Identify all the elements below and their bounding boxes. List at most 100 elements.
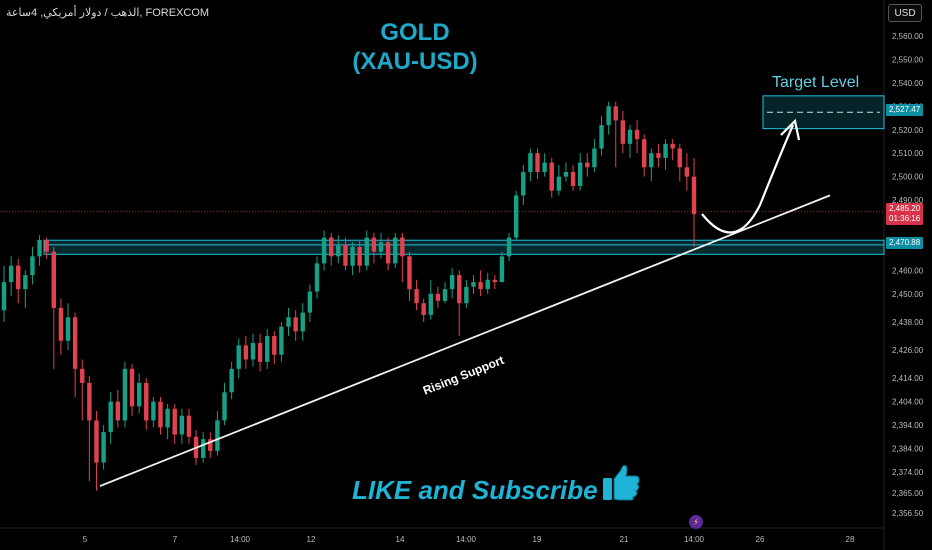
y-tick-label: 2,438.00 bbox=[892, 318, 924, 327]
candle bbox=[485, 272, 490, 294]
candle bbox=[72, 312, 78, 397]
x-tick-label: 12 bbox=[307, 535, 316, 544]
candle bbox=[513, 190, 519, 240]
candle bbox=[286, 307, 291, 337]
candle bbox=[8, 256, 14, 297]
candle bbox=[684, 153, 690, 191]
candle bbox=[528, 148, 533, 182]
candle bbox=[400, 232, 405, 283]
y-tick-label: 2,560.00 bbox=[892, 32, 924, 41]
y-tick-label: 2,490.00 bbox=[892, 196, 924, 205]
target-zone bbox=[762, 95, 885, 130]
candle bbox=[279, 321, 284, 362]
like-subscribe-text: LIKE and Subscribe bbox=[352, 475, 598, 505]
candle bbox=[350, 242, 355, 276]
y-tick-label: 2,426.00 bbox=[892, 346, 924, 355]
candle bbox=[243, 336, 249, 369]
candle bbox=[80, 359, 85, 421]
candle bbox=[577, 153, 583, 191]
candle bbox=[613, 101, 618, 168]
candle bbox=[165, 404, 170, 440]
candle bbox=[627, 125, 633, 158]
y-tick-label: 2,374.00 bbox=[892, 468, 924, 477]
candle bbox=[506, 232, 512, 262]
candle bbox=[393, 232, 398, 269]
candle bbox=[442, 282, 448, 304]
candle bbox=[321, 230, 327, 271]
y-tick-label: 2,384.00 bbox=[892, 445, 924, 454]
candle bbox=[563, 162, 569, 182]
candle bbox=[314, 256, 320, 299]
candle bbox=[435, 286, 441, 308]
candle bbox=[642, 134, 647, 177]
candle bbox=[378, 232, 384, 259]
candle bbox=[449, 268, 455, 299]
x-tick-label: 14 bbox=[396, 535, 405, 544]
candle bbox=[300, 303, 305, 341]
candle bbox=[691, 157, 697, 247]
lightning-icon[interactable]: ⚡ bbox=[689, 515, 703, 529]
candle bbox=[16, 258, 21, 304]
y-tick-label: 2,356.50 bbox=[892, 509, 924, 518]
candle bbox=[549, 157, 554, 198]
candle bbox=[649, 148, 654, 182]
candle bbox=[336, 235, 341, 264]
candle bbox=[87, 375, 92, 482]
candle bbox=[585, 153, 590, 177]
countdown-tag: 01:36:16 bbox=[886, 213, 924, 225]
candle bbox=[58, 298, 64, 355]
support-zone bbox=[43, 239, 885, 255]
candle bbox=[1, 265, 7, 322]
candle bbox=[250, 333, 256, 367]
candle bbox=[144, 378, 149, 430]
candle bbox=[357, 239, 362, 273]
candle bbox=[478, 270, 483, 297]
y-tick-label: 2,404.00 bbox=[892, 398, 924, 407]
y-tick-label: 2,414.00 bbox=[892, 374, 924, 383]
y-tick-label: 2,500.00 bbox=[892, 173, 924, 182]
currency-button[interactable]: USD bbox=[888, 4, 922, 22]
x-tick-label: 19 bbox=[533, 535, 542, 544]
chart-title: GOLD (XAU-USD) bbox=[300, 18, 530, 76]
candle bbox=[30, 246, 35, 285]
current-price-tag: 2,485.20 bbox=[886, 203, 924, 215]
candle bbox=[428, 279, 434, 320]
candle bbox=[521, 164, 526, 205]
candle bbox=[670, 139, 675, 161]
candle bbox=[556, 164, 562, 196]
x-tick-label: 26 bbox=[756, 535, 765, 544]
y-tick-label: 2,460.00 bbox=[892, 266, 924, 275]
candle bbox=[620, 111, 626, 154]
candle bbox=[492, 275, 498, 290]
candle bbox=[229, 361, 234, 400]
candle bbox=[542, 153, 547, 177]
x-tick-label: 14:00 bbox=[230, 535, 251, 544]
y-tick-label: 2,365.00 bbox=[892, 489, 924, 498]
candle bbox=[101, 425, 106, 470]
candle bbox=[23, 270, 28, 308]
candle bbox=[677, 143, 682, 182]
x-tick-label: 28 bbox=[846, 535, 855, 544]
rising-support-label: Rising Support bbox=[421, 353, 506, 398]
candle bbox=[499, 251, 505, 283]
rising-support-line bbox=[99, 194, 831, 487]
candle bbox=[186, 408, 192, 444]
candle bbox=[293, 310, 298, 341]
candle bbox=[414, 279, 419, 311]
y-tick-label: 2,450.00 bbox=[892, 290, 924, 299]
y-tick-label: 2,550.00 bbox=[892, 55, 924, 64]
candle bbox=[208, 432, 213, 458]
target-level-label: Target Level bbox=[772, 74, 860, 91]
candle bbox=[122, 361, 128, 428]
candle bbox=[407, 251, 412, 301]
candle bbox=[222, 382, 227, 426]
candle bbox=[457, 270, 462, 337]
candle bbox=[51, 246, 56, 369]
title-line-2: (XAU-USD) bbox=[352, 48, 478, 75]
candle bbox=[257, 333, 263, 372]
candle bbox=[44, 237, 49, 259]
candle bbox=[272, 331, 277, 365]
y-tick-label: 2,540.00 bbox=[892, 79, 924, 88]
